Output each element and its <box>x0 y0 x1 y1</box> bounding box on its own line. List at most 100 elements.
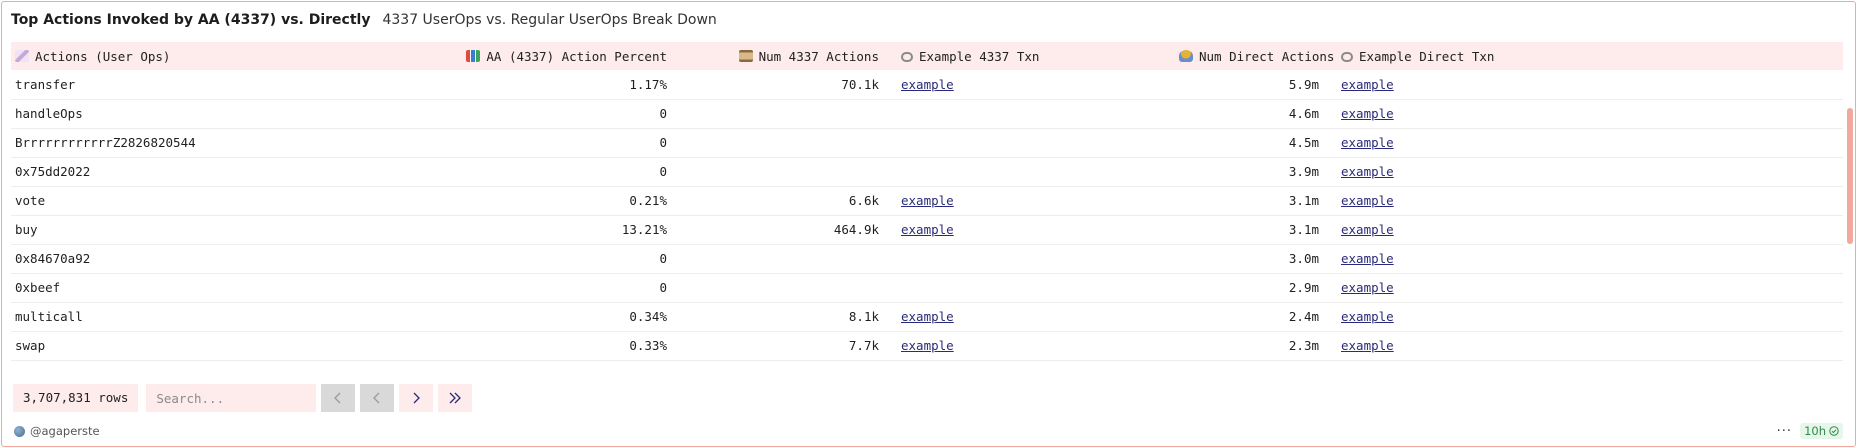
cell-num-direct-actions: 3.1m <box>1175 215 1323 244</box>
double-chevron-right-icon <box>449 392 462 404</box>
cell-action-percent: 0 <box>311 273 671 302</box>
cell-example-direct-txn: example <box>1323 70 1843 99</box>
cell-action: handleOps <box>11 99 311 128</box>
cell-num-direct-actions-value: 2.3m <box>1288 338 1319 353</box>
example-txn-link[interactable]: example <box>901 309 954 324</box>
table-row: multicall 0.34% 8.1k example 2.4m example <box>11 302 1843 331</box>
cell-num-4337-actions: 70.1k <box>671 70 883 99</box>
cell-num-4337-actions <box>671 273 883 302</box>
table-row: transfer 1.17% 70.1k example 5.9m example <box>11 70 1843 99</box>
cell-action: 0x84670a92 <box>11 244 311 273</box>
example-txn-link[interactable]: example <box>1341 193 1394 208</box>
cell-action-percent: 1.17% <box>311 70 671 99</box>
cell-action-percent-value: 0 <box>659 106 667 121</box>
cell-action-percent-value: 0 <box>659 135 667 150</box>
cell-num-4337-actions <box>671 128 883 157</box>
link-icon <box>1341 51 1353 62</box>
column-header-num-4337-actions[interactable]: Num 4337 Actions <box>671 42 883 70</box>
cell-example-direct-txn: example <box>1323 273 1843 302</box>
cell-example-4337-txn <box>883 99 1175 128</box>
table-row: vote 0.21% 6.6k example 3.1m example <box>11 186 1843 215</box>
cell-example-4337-txn: example <box>883 331 1175 360</box>
more-options-button[interactable]: ··· <box>1776 423 1793 439</box>
cell-num-direct-actions-value: 3.1m <box>1288 222 1319 237</box>
cell-action-value: BrrrrrrrrrrrrZ2826820544 <box>15 135 196 150</box>
cell-action: swap <box>11 331 311 360</box>
chevron-left-icon <box>334 392 341 404</box>
cell-num-direct-actions: 4.5m <box>1175 128 1323 157</box>
cell-num-direct-actions-value: 5.9m <box>1288 76 1319 92</box>
cell-action-value: multicall <box>15 309 83 324</box>
link-icon <box>901 51 913 62</box>
previous-page-button[interactable] <box>360 384 395 412</box>
column-header-actions[interactable]: Actions (User Ops) <box>11 42 311 70</box>
cell-num-direct-actions: 4.6m <box>1175 99 1323 128</box>
scroll-icon <box>738 49 753 62</box>
table-row: 0xbeef 0 2.9m example <box>11 273 1843 302</box>
column-header-num-direct-actions[interactable]: Num Direct Actions <box>1175 42 1334 70</box>
example-txn-link[interactable]: example <box>901 193 954 208</box>
results-table-container[interactable]: Actions (User Ops) AA (4337) Action Perc… <box>11 42 1843 362</box>
cell-example-direct-txn: example <box>1323 302 1843 331</box>
cell-action-percent-value: 0.34% <box>629 309 667 324</box>
cell-action-value: swap <box>15 338 46 353</box>
cell-action-value: handleOps <box>15 106 83 121</box>
cell-example-direct-txn: example <box>1323 128 1843 157</box>
cell-action-percent-value: 1.17% <box>629 76 667 92</box>
example-txn-link[interactable]: example <box>901 338 954 353</box>
example-txn-link[interactable]: example <box>901 76 954 92</box>
cell-num-4337-actions-value: 70.1k <box>841 76 879 92</box>
example-txn-link[interactable]: example <box>1341 164 1394 179</box>
table-row: 0x75dd2022 0 3.9m example <box>11 157 1843 186</box>
cell-action-percent-value: 0.33% <box>629 338 667 353</box>
last-page-button[interactable] <box>438 384 473 412</box>
visualization-subtitle: 4337 UserOps vs. Regular UserOps Break D… <box>382 12 717 28</box>
refresh-status-badge[interactable]: 10h <box>1800 423 1843 439</box>
search-input[interactable] <box>146 384 317 412</box>
cell-action: buy <box>11 215 311 244</box>
cell-action-percent: 13.21% <box>311 215 671 244</box>
cell-num-4337-actions-value: 464.9k <box>833 222 879 237</box>
cell-num-4337-actions: 464.9k <box>671 215 883 244</box>
column-header-action-percent[interactable]: AA (4337) Action Percent <box>311 42 671 70</box>
example-txn-link[interactable]: example <box>1341 280 1394 295</box>
cell-num-direct-actions: 3.0m <box>1175 244 1323 273</box>
cell-num-4337-actions: 7.7k <box>671 331 883 360</box>
example-txn-link[interactable]: example <box>1341 251 1394 266</box>
cell-action-percent: 0.33% <box>311 331 671 360</box>
example-txn-link[interactable]: example <box>901 222 954 237</box>
table-controls: 3,707,831 rows <box>13 384 473 412</box>
first-page-button[interactable] <box>321 384 356 412</box>
column-header-example-direct-txn[interactable]: Example Direct Txn <box>1323 42 1843 70</box>
cell-action-percent-value: 0 <box>659 280 667 295</box>
cell-action-value: buy <box>15 222 38 237</box>
example-txn-link[interactable]: example <box>1341 106 1394 121</box>
cell-action-value: 0x84670a92 <box>15 251 91 266</box>
avatar <box>14 425 25 437</box>
cell-example-4337-txn <box>883 157 1175 186</box>
cell-example-4337-txn: example <box>883 215 1175 244</box>
cell-num-4337-actions <box>671 99 883 128</box>
author-info[interactable]: @agaperste <box>14 423 100 439</box>
cell-action: transfer <box>11 70 311 99</box>
column-header-example-4337-txn[interactable]: Example 4337 Txn <box>883 42 1175 70</box>
cell-action-percent: 0 <box>311 99 671 128</box>
author-name[interactable]: @agaperste <box>30 424 100 438</box>
check-circle-icon <box>1829 426 1839 436</box>
example-txn-link[interactable]: example <box>1341 222 1394 237</box>
cell-action-value: transfer <box>15 76 76 92</box>
cell-action: 0xbeef <box>11 273 311 302</box>
cell-action: vote <box>11 186 311 215</box>
example-txn-link[interactable]: example <box>1341 309 1394 324</box>
visualization-title: Top Actions Invoked by AA (4337) vs. Dir… <box>11 12 371 28</box>
cell-num-direct-actions: 5.9m <box>1175 70 1323 99</box>
chevron-right-icon <box>413 392 421 404</box>
cell-action-percent: 0.34% <box>311 302 671 331</box>
example-txn-link[interactable]: example <box>1341 338 1394 353</box>
cell-action-percent-value: 0.21% <box>629 193 667 208</box>
table-scrollbar[interactable] <box>1847 108 1853 244</box>
cell-example-4337-txn: example <box>883 70 1175 99</box>
next-page-button[interactable] <box>399 384 434 412</box>
example-txn-link[interactable]: example <box>1341 135 1394 150</box>
example-txn-link[interactable]: example <box>1341 76 1394 92</box>
